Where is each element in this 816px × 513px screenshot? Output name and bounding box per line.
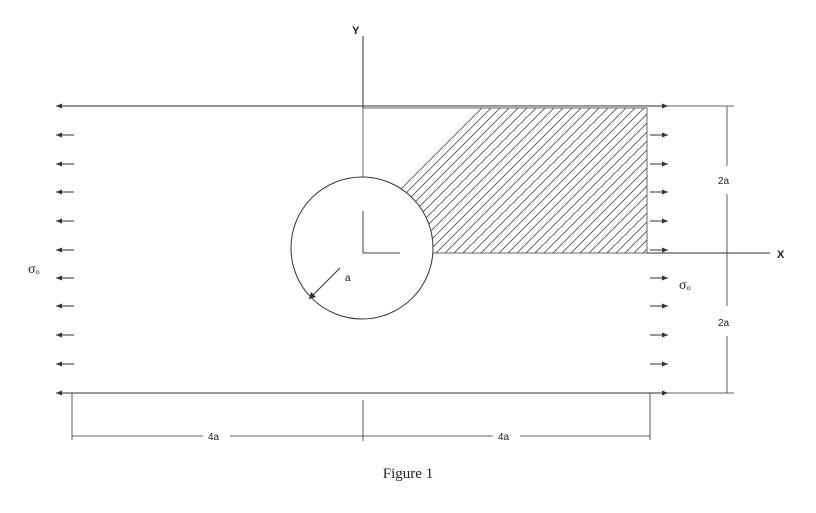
x-axis-label: X: [777, 249, 785, 261]
right-width-dimension: 4a: [498, 432, 510, 443]
radius-label: a: [345, 273, 351, 284]
left-load-arrows: [56, 104, 74, 396]
upper-height-dimension: 2a: [718, 176, 730, 187]
y-axis-label: Y: [352, 25, 360, 37]
right-load-arrows: [650, 104, 668, 396]
figure-caption: Figure 1: [0, 466, 816, 483]
left-width-dimension: 4a: [208, 432, 220, 443]
stress-label-left: σₒ: [28, 262, 40, 277]
stress-label-right: σₒ: [679, 278, 691, 293]
horizontal-dimension: [72, 393, 650, 441]
lower-height-dimension: 2a: [718, 318, 730, 329]
